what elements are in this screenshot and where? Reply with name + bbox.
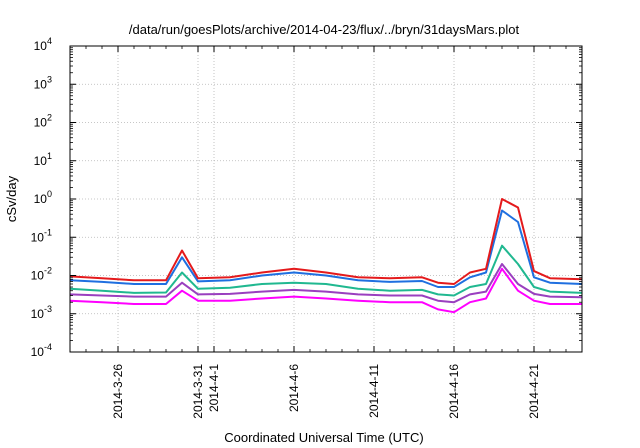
x-axis-label: Coordinated Universal Time (UTC) — [224, 430, 423, 445]
y-tick-label: 103 — [34, 74, 52, 91]
series-line — [69, 263, 583, 304]
series-line — [69, 198, 583, 285]
y-tick-label: 10-2 — [31, 266, 52, 283]
ticks — [70, 45, 582, 353]
series-line — [69, 244, 583, 297]
x-tick-label: 2014-4-16 — [447, 364, 461, 419]
y-tick-labels: 10-4 10-3 10-2 10-1 100 101 102 103 104 — [31, 36, 52, 359]
y-tick-label: 100 — [34, 189, 52, 206]
y-tick-label: 104 — [34, 36, 52, 53]
series-line — [69, 267, 582, 314]
x-tick-label: 2014-3-26 — [111, 364, 125, 419]
x-tick-label: 2014-4-1 — [207, 364, 221, 412]
x-tick-label: 2014-3-31 — [191, 364, 205, 419]
y-tick-label: 101 — [34, 151, 52, 168]
x-tick-label: 2014-4-21 — [527, 364, 541, 419]
x-tick-label: 2014-4-11 — [367, 364, 381, 418]
series-group — [69, 198, 583, 314]
y-tick-label: 10-3 — [31, 304, 52, 321]
x-tick-label: 2014-4-6 — [287, 364, 301, 412]
y-axis-label: cSv/day — [4, 175, 19, 222]
y-tick-label: 102 — [34, 113, 52, 130]
y-tick-label: 10-4 — [31, 342, 52, 359]
x-tick-labels: 2014-3-26 2014-3-31 2014-4-1 2014-4-6 2014-4… — [111, 364, 541, 419]
grid — [70, 46, 582, 352]
y-tick-label: 10-1 — [31, 227, 52, 244]
chart-title: /data/run/goesPlots/archive/2014-04-23/f… — [129, 22, 520, 37]
series-line — [69, 209, 583, 288]
